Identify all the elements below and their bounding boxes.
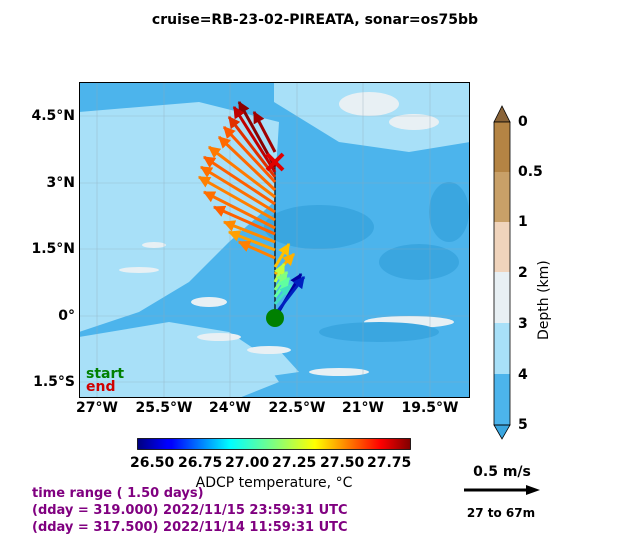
temp-colorbar: [137, 438, 411, 450]
depth-tick-3: 3: [518, 316, 528, 332]
bathymetry: [79, 82, 470, 398]
lon-tick-27W: 27°W: [76, 400, 118, 416]
lat-tick-1.5S: 1.5°S: [33, 374, 75, 390]
lat-tick-3N: 3°N: [46, 175, 75, 191]
time-start-line: (dday = 317.500) 2022/11/14 11:59:31 UTC: [32, 520, 348, 535]
depth-tick-0.5: 0.5: [518, 164, 543, 180]
scale-speed-label: 0.5 m/s: [473, 464, 531, 480]
figure-title: cruise=RB-23-02-PIREATA, sonar=os75bb: [151, 12, 479, 28]
depth-tick-0: 0: [518, 114, 528, 130]
lon-tick-22.5W: 22.5°W: [268, 400, 326, 416]
lat-tick-1.5N: 1.5°N: [31, 241, 75, 257]
lon-tick-21W: 21°W: [342, 400, 384, 416]
temp-tick-27.50: 27.50: [320, 455, 365, 471]
lat-tick-4.5N: 4.5°N: [31, 108, 75, 124]
lon-tick-25.5W: 25.5°W: [135, 400, 193, 416]
depth-colorbar-label: Depth (km): [536, 260, 552, 340]
temp-tick-26.50: 26.50: [130, 455, 175, 471]
scale-arrow: [464, 485, 540, 495]
lat-tick-0: 0°: [58, 308, 75, 324]
map-frame: [79, 82, 470, 398]
end-marker: [265, 152, 285, 172]
time-end-line: (dday = 319.000) 2022/11/15 23:59:31 UTC: [32, 503, 348, 518]
temp-tick-26.75: 26.75: [178, 455, 223, 471]
temp-tick-27.75: 27.75: [367, 455, 412, 471]
lon-tick-24W: 24°W: [209, 400, 251, 416]
depth-tick-1: 1: [518, 214, 528, 230]
depth-tick-2: 2: [518, 265, 528, 281]
lon-tick-19.5W: 19.5°W: [401, 400, 459, 416]
depth-colorbar: [493, 105, 511, 440]
scale-depth-label: 27 to 67m: [466, 506, 536, 520]
temp-tick-27.00: 27.00: [225, 455, 270, 471]
legend-end: end: [86, 379, 116, 395]
time-range-line: time range ( 1.50 days): [32, 486, 204, 501]
legend-start: start: [86, 366, 125, 382]
temp-colorbar-label: ADCP temperature, °C: [195, 475, 353, 491]
map-panel: [79, 82, 470, 398]
start-marker: [266, 309, 284, 327]
depth-tick-5: 5: [518, 417, 528, 433]
depth-tick-4: 4: [518, 367, 528, 383]
temp-tick-27.25: 27.25: [272, 455, 317, 471]
